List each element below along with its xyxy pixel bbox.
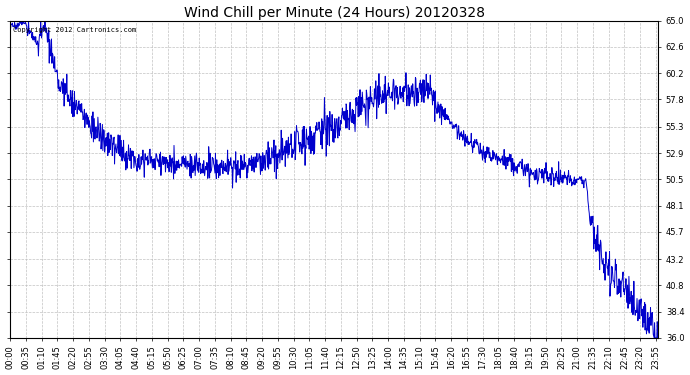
Text: Copyright 2012 Cartronics.com: Copyright 2012 Cartronics.com [13, 27, 137, 33]
Title: Wind Chill per Minute (24 Hours) 20120328: Wind Chill per Minute (24 Hours) 2012032… [184, 6, 484, 20]
